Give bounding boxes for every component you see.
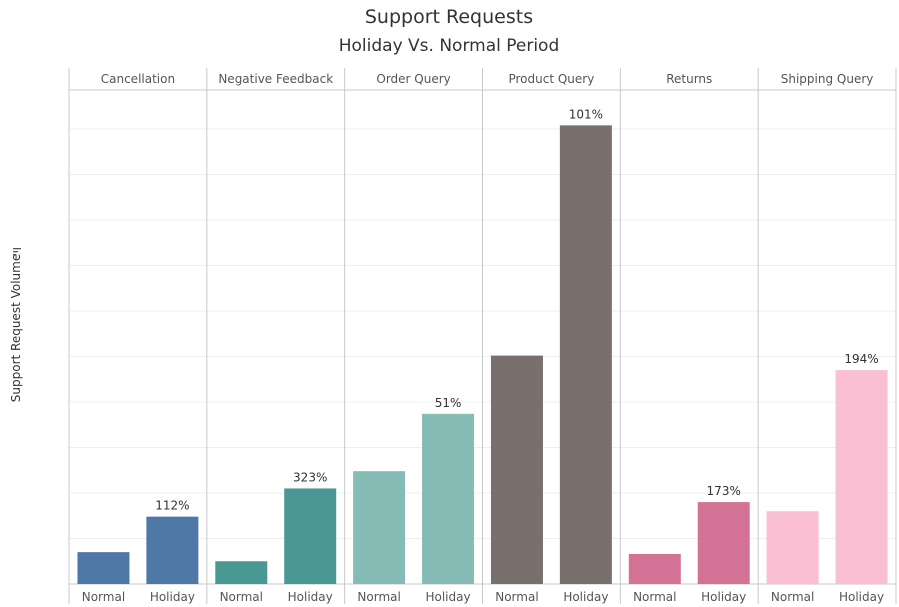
bar bbox=[422, 413, 475, 584]
facet-label: Returns bbox=[666, 72, 712, 86]
x-tick-label: Holiday bbox=[150, 590, 195, 604]
x-tick-label: Holiday bbox=[288, 590, 333, 604]
bar bbox=[146, 516, 199, 584]
facet-label: Shipping Query bbox=[781, 72, 874, 86]
y-axis-label: Support Request Volume bbox=[9, 254, 23, 402]
x-tick-label: Normal bbox=[633, 590, 676, 604]
bar bbox=[284, 488, 337, 584]
x-tick-label: Holiday bbox=[563, 590, 608, 604]
bar bbox=[215, 561, 268, 584]
data-label: 194% bbox=[844, 352, 878, 366]
data-label: 51% bbox=[435, 396, 462, 410]
x-tick-label: Normal bbox=[495, 590, 538, 604]
x-tick-label: Holiday bbox=[839, 590, 884, 604]
bar bbox=[353, 471, 406, 584]
x-tick-label: Normal bbox=[220, 590, 263, 604]
sort-icon[interactable] bbox=[13, 248, 21, 256]
bar bbox=[835, 370, 888, 584]
facet-label: Cancellation bbox=[101, 72, 175, 86]
facet-label: Order Query bbox=[376, 72, 450, 86]
bar bbox=[490, 355, 543, 584]
chart-title: Support Requests bbox=[365, 6, 533, 28]
bar bbox=[77, 552, 130, 584]
data-label: 173% bbox=[707, 484, 741, 498]
bar bbox=[559, 125, 612, 585]
data-label: 112% bbox=[155, 499, 189, 513]
x-tick-label: Normal bbox=[357, 590, 400, 604]
facet-label: Negative Feedback bbox=[218, 72, 333, 86]
x-tick-label: Holiday bbox=[701, 590, 746, 604]
bar bbox=[628, 553, 681, 584]
x-tick-label: Normal bbox=[82, 590, 125, 604]
chart-subtitle: Holiday Vs. Normal Period bbox=[339, 36, 560, 56]
bar bbox=[766, 511, 819, 584]
x-tick-label: Normal bbox=[771, 590, 814, 604]
x-tick-label: Holiday bbox=[425, 590, 470, 604]
data-label: 101% bbox=[569, 107, 603, 121]
bar bbox=[697, 502, 750, 584]
facet-label: Product Query bbox=[508, 72, 594, 86]
data-label: 323% bbox=[293, 470, 327, 484]
plot-area: Cancellation Normal 112% Holiday Negative Fe… bbox=[68, 68, 897, 604]
